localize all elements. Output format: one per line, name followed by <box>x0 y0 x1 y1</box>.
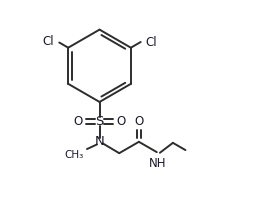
Text: Cl: Cl <box>146 36 157 48</box>
Text: NH: NH <box>149 157 167 170</box>
Text: Cl: Cl <box>42 35 54 48</box>
Text: O: O <box>134 115 143 128</box>
Text: S: S <box>95 115 104 128</box>
Text: N: N <box>95 135 104 148</box>
Text: CH₃: CH₃ <box>64 150 83 160</box>
Text: O: O <box>74 115 83 128</box>
Text: O: O <box>116 115 125 128</box>
